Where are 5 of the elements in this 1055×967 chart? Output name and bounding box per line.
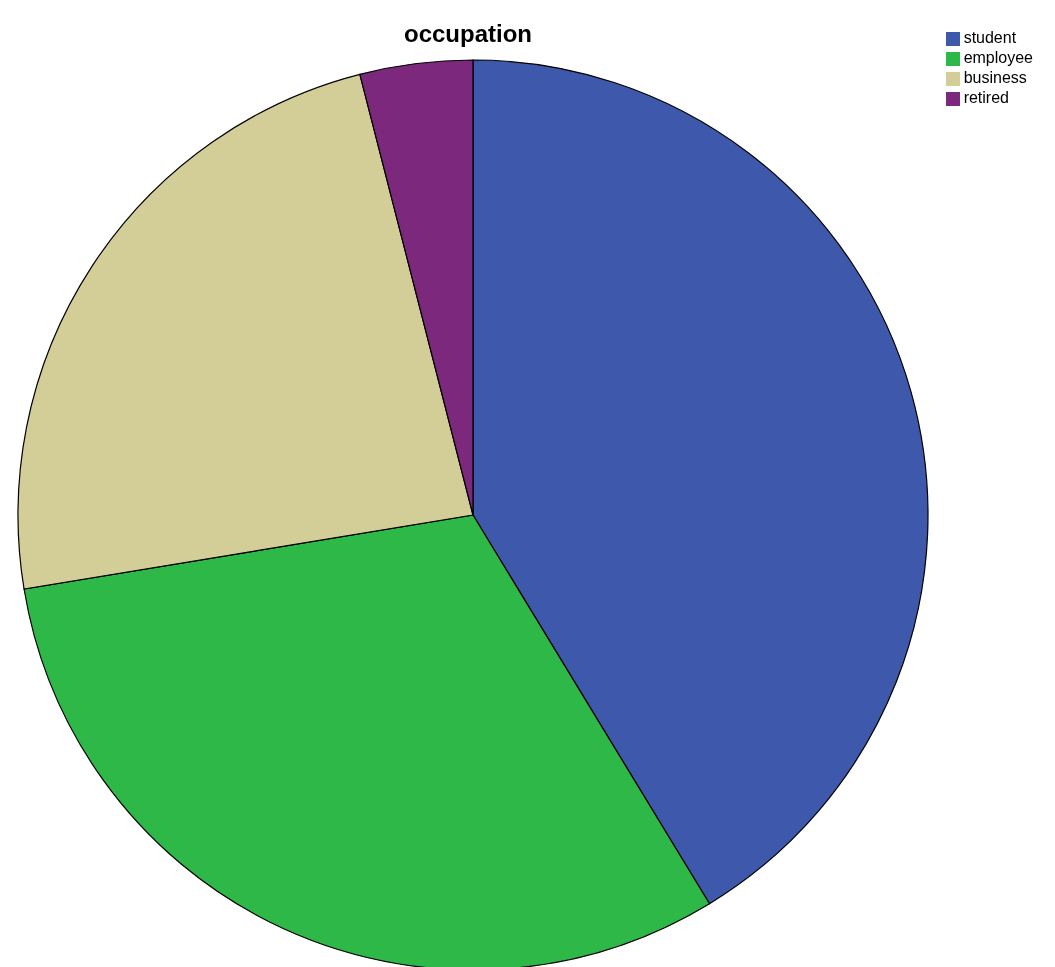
legend-label: business xyxy=(963,69,1027,86)
legend-label: employee xyxy=(963,49,1033,66)
chart-title: occupation xyxy=(403,20,533,47)
legend-label: student xyxy=(963,29,1017,46)
legend-label: retired xyxy=(963,89,1009,106)
